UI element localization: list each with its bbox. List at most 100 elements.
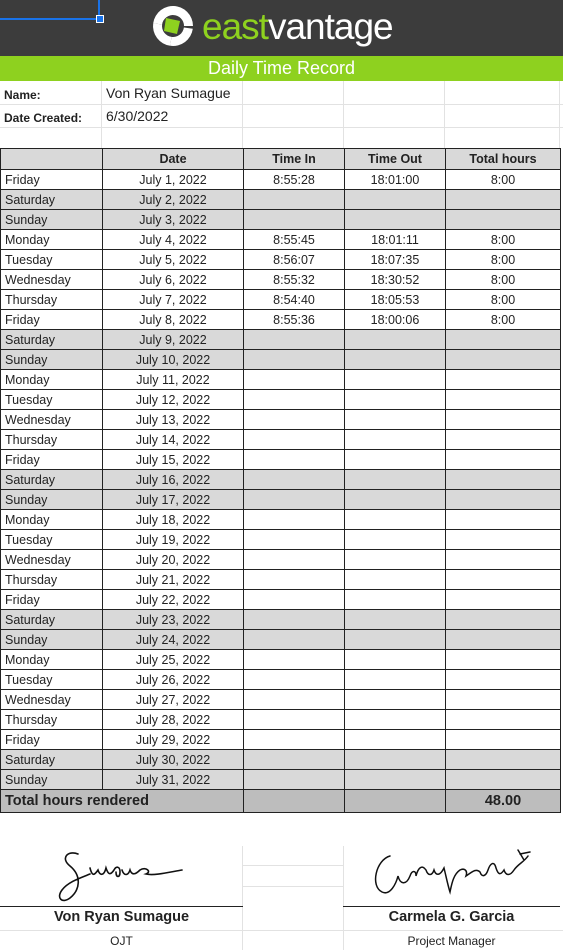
time-in-cell[interactable] — [243, 389, 345, 410]
time-out-cell[interactable]: 18:05:53 — [344, 289, 446, 310]
time-out-cell[interactable] — [344, 449, 446, 470]
date-cell[interactable]: July 29, 2022 — [102, 729, 244, 750]
date-cell[interactable]: July 26, 2022 — [102, 669, 244, 690]
date-cell[interactable]: July 16, 2022 — [102, 469, 244, 490]
total-hours-cell[interactable] — [445, 769, 561, 790]
day-cell[interactable]: Sunday — [0, 209, 103, 230]
time-out-cell[interactable] — [344, 609, 446, 630]
time-in-cell[interactable] — [243, 469, 345, 490]
date-created-value[interactable]: 6/30/2022 — [106, 108, 169, 124]
time-in-cell[interactable]: 8:55:28 — [243, 169, 345, 190]
time-out-cell[interactable] — [344, 489, 446, 510]
time-out-cell[interactable]: 18:01:00 — [344, 169, 446, 190]
day-cell[interactable]: Tuesday — [0, 669, 103, 690]
date-cell[interactable]: July 9, 2022 — [102, 329, 244, 350]
day-cell[interactable]: Thursday — [0, 569, 103, 590]
date-cell[interactable]: July 24, 2022 — [102, 629, 244, 650]
date-cell[interactable]: July 30, 2022 — [102, 749, 244, 770]
time-in-cell[interactable] — [243, 509, 345, 530]
time-out-cell[interactable] — [344, 649, 446, 670]
date-cell[interactable]: July 18, 2022 — [102, 509, 244, 530]
time-out-cell[interactable] — [344, 769, 446, 790]
day-cell[interactable]: Tuesday — [0, 529, 103, 550]
date-cell[interactable]: July 3, 2022 — [102, 209, 244, 230]
time-in-cell[interactable] — [243, 629, 345, 650]
day-cell[interactable]: Saturday — [0, 329, 103, 350]
total-hours-cell[interactable] — [445, 369, 561, 390]
date-cell[interactable]: July 14, 2022 — [102, 429, 244, 450]
total-hours-cell[interactable] — [445, 409, 561, 430]
time-in-cell[interactable]: 8:55:32 — [243, 269, 345, 290]
total-hours-cell[interactable] — [445, 189, 561, 210]
time-in-cell[interactable]: 8:55:45 — [243, 229, 345, 250]
total-empty-cell[interactable] — [344, 789, 446, 813]
total-hours-cell[interactable] — [445, 729, 561, 750]
time-in-cell[interactable] — [243, 669, 345, 690]
date-cell[interactable]: July 13, 2022 — [102, 409, 244, 430]
date-cell[interactable]: July 6, 2022 — [102, 269, 244, 290]
day-cell[interactable]: Monday — [0, 369, 103, 390]
day-cell[interactable]: Friday — [0, 169, 103, 190]
time-in-cell[interactable] — [243, 689, 345, 710]
total-hours-cell[interactable] — [445, 589, 561, 610]
time-in-cell[interactable] — [243, 529, 345, 550]
day-cell[interactable]: Wednesday — [0, 269, 103, 290]
day-cell[interactable]: Wednesday — [0, 409, 103, 430]
time-out-cell[interactable] — [344, 569, 446, 590]
time-out-cell[interactable] — [344, 509, 446, 530]
name-value[interactable]: Von Ryan Sumague — [106, 85, 231, 101]
total-hours-cell[interactable] — [445, 549, 561, 570]
day-cell[interactable]: Monday — [0, 509, 103, 530]
time-in-cell[interactable] — [243, 709, 345, 730]
total-hours-cell[interactable] — [445, 649, 561, 670]
day-cell[interactable]: Friday — [0, 449, 103, 470]
day-cell[interactable]: Sunday — [0, 769, 103, 790]
time-out-cell[interactable] — [344, 429, 446, 450]
day-cell[interactable]: Saturday — [0, 469, 103, 490]
total-hours-cell[interactable] — [445, 749, 561, 770]
day-cell[interactable]: Saturday — [0, 189, 103, 210]
total-hours-cell[interactable] — [445, 709, 561, 730]
time-out-cell[interactable] — [344, 529, 446, 550]
time-out-cell[interactable] — [344, 729, 446, 750]
cell-selection[interactable] — [0, 0, 100, 20]
time-in-cell[interactable] — [243, 329, 345, 350]
date-cell[interactable]: July 2, 2022 — [102, 189, 244, 210]
time-in-cell[interactable] — [243, 749, 345, 770]
date-cell[interactable]: July 27, 2022 — [102, 689, 244, 710]
total-hours-cell[interactable] — [445, 569, 561, 590]
total-hours-cell[interactable]: 8:00 — [445, 229, 561, 250]
date-cell[interactable]: July 11, 2022 — [102, 369, 244, 390]
time-out-cell[interactable] — [344, 589, 446, 610]
time-out-cell[interactable] — [344, 409, 446, 430]
time-out-cell[interactable] — [344, 669, 446, 690]
time-in-cell[interactable] — [243, 369, 345, 390]
total-empty-cell[interactable] — [243, 789, 345, 813]
total-hours-cell[interactable]: 8:00 — [445, 289, 561, 310]
day-cell[interactable]: Monday — [0, 649, 103, 670]
date-cell[interactable]: July 21, 2022 — [102, 569, 244, 590]
time-in-cell[interactable] — [243, 609, 345, 630]
day-cell[interactable]: Thursday — [0, 289, 103, 310]
total-hours-cell[interactable]: 8:00 — [445, 169, 561, 190]
day-cell[interactable]: Thursday — [0, 709, 103, 730]
time-in-cell[interactable] — [243, 589, 345, 610]
day-cell[interactable]: Sunday — [0, 489, 103, 510]
day-cell[interactable]: Saturday — [0, 749, 103, 770]
date-cell[interactable]: July 5, 2022 — [102, 249, 244, 270]
total-hours-cell[interactable] — [445, 669, 561, 690]
time-in-cell[interactable] — [243, 649, 345, 670]
date-cell[interactable]: July 25, 2022 — [102, 649, 244, 670]
time-in-cell[interactable]: 8:56:07 — [243, 249, 345, 270]
total-hours-cell[interactable] — [445, 349, 561, 370]
time-out-cell[interactable]: 18:01:11 — [344, 229, 446, 250]
time-in-cell[interactable] — [243, 729, 345, 750]
time-out-cell[interactable] — [344, 329, 446, 350]
time-in-cell[interactable] — [243, 209, 345, 230]
time-in-cell[interactable] — [243, 569, 345, 590]
date-cell[interactable]: July 8, 2022 — [102, 309, 244, 330]
date-cell[interactable]: July 22, 2022 — [102, 589, 244, 610]
total-hours-cell[interactable] — [445, 469, 561, 490]
day-cell[interactable]: Thursday — [0, 429, 103, 450]
total-hours-cell[interactable] — [445, 209, 561, 230]
